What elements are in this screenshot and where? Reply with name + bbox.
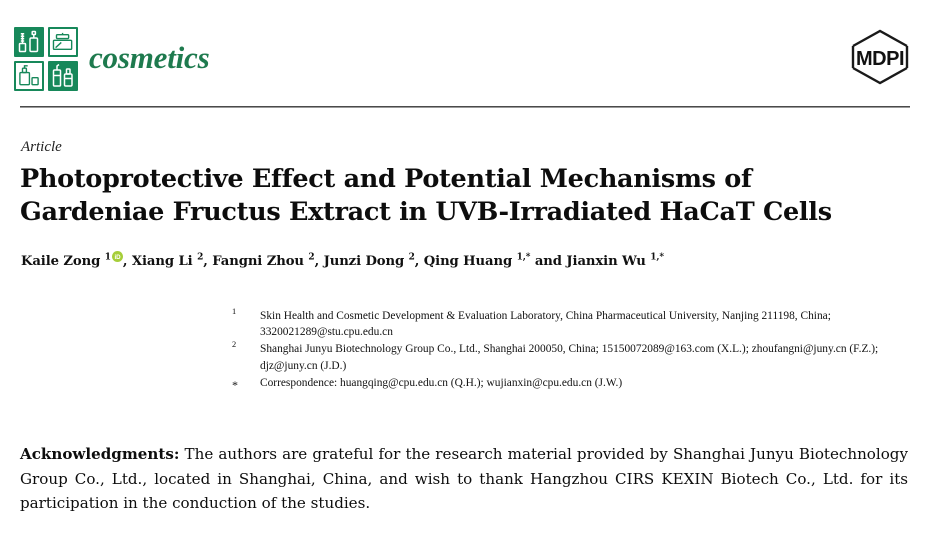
logo-tile-mascara-icon	[14, 27, 44, 57]
author-affiliation-marker: 2	[308, 252, 315, 263]
author-name: Fangni Zhou	[212, 254, 309, 269]
author-affiliation-marker: 1,*	[516, 252, 531, 263]
journal-brand[interactable]: cosmetics	[14, 27, 210, 91]
affiliation-text: Skin Health and Cosmetic Development & E…	[260, 310, 831, 339]
cosmetics-bottles-logo-icon	[14, 27, 78, 91]
svg-text:iD: iD	[114, 254, 121, 261]
author-separator: ,	[314, 254, 324, 269]
affiliation-marker: 1	[232, 307, 237, 317]
author-separator: and	[530, 254, 567, 269]
acknowledgments-body: The authors are grateful for the researc…	[20, 445, 908, 512]
author-separator: ,	[203, 254, 213, 269]
author-name: Xiang Li	[131, 254, 198, 269]
affiliation-text: Shanghai Junyu Biotechnology Group Co., …	[260, 343, 879, 372]
orcid-icon[interactable]: iD	[111, 251, 123, 262]
author-separator: ,	[122, 254, 132, 269]
logo-tile-lipstick-icon	[48, 61, 78, 91]
journal-masthead: cosmetics MDPI	[0, 0, 928, 108]
author-name: Kaile Zong	[21, 254, 105, 269]
affiliation-marker: 2	[232, 340, 237, 350]
affiliation-marker: *	[232, 377, 238, 392]
logo-tile-compact-icon	[48, 27, 78, 57]
affiliation-row: 1 Skin Health and Cosmetic Development & …	[228, 308, 908, 340]
author-affiliation-marker: 1	[104, 252, 111, 263]
author-name: Jianxin Wu	[566, 254, 651, 269]
affiliation-row: 2 Shanghai Junyu Biotechnology Group Co.,…	[228, 341, 908, 373]
affiliation-text: Correspondence: huangqing@cpu.edu.cn (Q.…	[260, 376, 623, 389]
author-affiliation-marker: 2	[408, 252, 415, 263]
author-name: Qing Huang	[423, 254, 517, 269]
logo-tile-pump-bottle-icon	[14, 61, 44, 91]
svg-text:MDPI: MDPI	[856, 48, 904, 70]
affiliation-row: * Correspondence: huangqing@cpu.edu.cn (Q…	[228, 375, 908, 394]
author-separator: ,	[414, 254, 424, 269]
affiliation-list: 1 Skin Health and Cosmetic Development & …	[228, 308, 908, 395]
author-name: Junzi Dong	[323, 254, 409, 269]
acknowledgments-label: Acknowledgments:	[20, 445, 180, 464]
article-type-label: Article	[21, 139, 62, 155]
page-title: Photoprotective Effect and Potential Mec…	[20, 164, 832, 228]
author-affiliation-marker: 1,*	[650, 252, 665, 263]
acknowledgments-section: Acknowledgments: The authors are gratefu…	[20, 442, 908, 515]
author-affiliation-marker: 2	[197, 252, 204, 263]
author-list: Kaile Zong 1 iD, Xiang Li 2, Fangni Zhou …	[21, 251, 901, 270]
mdpi-hexagon-logo-icon[interactable]: MDPI	[849, 28, 911, 86]
journal-wordmark: cosmetics	[89, 39, 210, 75]
header-divider	[20, 106, 910, 108]
